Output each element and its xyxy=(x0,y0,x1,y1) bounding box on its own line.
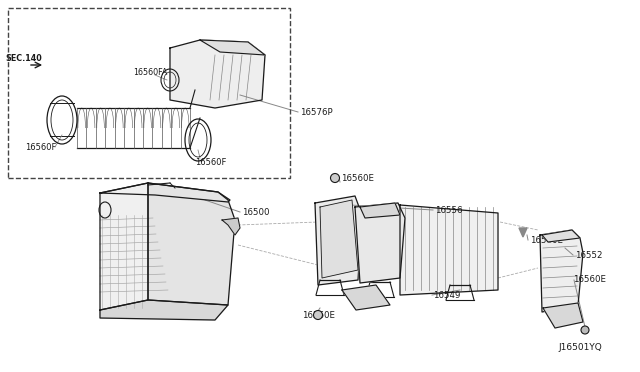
Text: 16560E: 16560E xyxy=(573,276,606,285)
Polygon shape xyxy=(355,203,405,283)
Polygon shape xyxy=(543,303,583,328)
Text: 16560E: 16560E xyxy=(341,173,374,183)
Text: 16576P: 16576P xyxy=(300,108,333,116)
Text: 16560E: 16560E xyxy=(302,311,335,321)
Polygon shape xyxy=(540,230,583,312)
Polygon shape xyxy=(170,40,265,108)
Circle shape xyxy=(314,311,323,320)
Circle shape xyxy=(330,173,339,183)
Text: 16549: 16549 xyxy=(433,291,460,299)
Polygon shape xyxy=(200,40,265,55)
Polygon shape xyxy=(315,196,362,285)
Polygon shape xyxy=(320,200,358,278)
Text: J16501YQ: J16501YQ xyxy=(558,343,602,353)
Text: 16560E: 16560E xyxy=(530,235,563,244)
Polygon shape xyxy=(100,183,230,202)
Text: 16560F: 16560F xyxy=(195,157,227,167)
Polygon shape xyxy=(222,218,240,235)
Text: 16560FA: 16560FA xyxy=(133,67,168,77)
Polygon shape xyxy=(519,228,527,237)
Text: 16556: 16556 xyxy=(435,205,463,215)
Polygon shape xyxy=(342,285,390,310)
Polygon shape xyxy=(400,205,498,295)
Text: 16560F: 16560F xyxy=(25,142,56,151)
Text: 16552: 16552 xyxy=(575,250,602,260)
Circle shape xyxy=(581,326,589,334)
Bar xyxy=(8,8,290,178)
Text: 16500: 16500 xyxy=(242,208,269,217)
Polygon shape xyxy=(100,183,148,310)
Polygon shape xyxy=(100,300,228,320)
Polygon shape xyxy=(360,203,400,218)
Text: SEC.140: SEC.140 xyxy=(5,54,42,62)
Polygon shape xyxy=(542,230,580,242)
Polygon shape xyxy=(148,183,235,305)
